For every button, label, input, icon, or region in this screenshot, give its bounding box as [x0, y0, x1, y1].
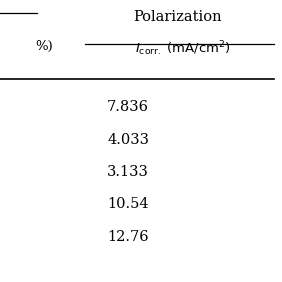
- Text: 3.133: 3.133: [107, 165, 149, 179]
- Text: 4.033: 4.033: [107, 133, 149, 147]
- Text: $\mathit{I}_{\mathrm{corr.}}\ \mathrm{(mA/cm^2)}$: $\mathit{I}_{\mathrm{corr.}}\ \mathrm{(m…: [135, 39, 231, 58]
- Text: 7.836: 7.836: [107, 100, 149, 114]
- Text: 10.54: 10.54: [107, 197, 149, 212]
- Text: 12.76: 12.76: [107, 230, 149, 244]
- Text: %): %): [35, 39, 52, 52]
- Text: Polarization: Polarization: [133, 10, 222, 24]
